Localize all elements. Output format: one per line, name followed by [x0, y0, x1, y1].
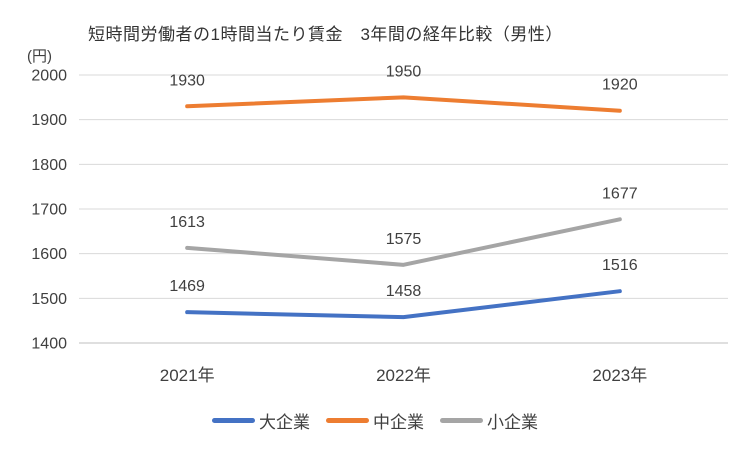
y-tick-label: 1700: [31, 202, 67, 219]
legend-line-swatch: [326, 417, 369, 423]
series-line-中企業: [185, 95, 622, 113]
chart-title: 短時間労働者の1時間当たり賃金 3年間の経年比較（男性）: [88, 25, 563, 44]
x-axis-label: 2022年: [376, 366, 431, 385]
legend-item-中企業: 中企業: [326, 408, 424, 433]
data-label: 1950: [386, 63, 422, 80]
legend-line-swatch: [212, 417, 255, 423]
data-label: 1458: [386, 283, 422, 300]
data-label: 1575: [386, 231, 422, 248]
legend-item-大企業: 大企業: [212, 408, 310, 433]
y-tick-label: 1500: [31, 291, 67, 308]
data-label: 1516: [602, 257, 638, 274]
legend-label: 小企業: [487, 412, 538, 432]
data-label: 1469: [169, 278, 205, 295]
legend-label: 中企業: [373, 412, 424, 432]
data-label: 1677: [602, 185, 638, 202]
y-tick-label: 2000: [31, 68, 67, 85]
series-line-小企業: [185, 217, 622, 267]
y-tick-label: 1400: [31, 336, 67, 353]
x-axis-label: 2023年: [592, 366, 647, 385]
legend: 大企業 中企業 小企業: [0, 406, 750, 434]
data-label: 1930: [169, 72, 205, 89]
x-axis-label: 2021年: [160, 366, 215, 385]
y-tick-label: 1800: [31, 157, 67, 174]
legend-label: 大企業: [259, 412, 310, 432]
legend-line-swatch: [440, 417, 483, 423]
data-label: 1613: [169, 214, 205, 231]
y-tick-label: 1900: [31, 112, 67, 129]
y-axis-unit-label: (円): [27, 48, 52, 65]
series-line-大企業: [185, 289, 622, 320]
data-label: 1920: [602, 77, 638, 94]
legend-item-小企業: 小企業: [440, 408, 538, 433]
y-tick-label: 1600: [31, 246, 67, 263]
